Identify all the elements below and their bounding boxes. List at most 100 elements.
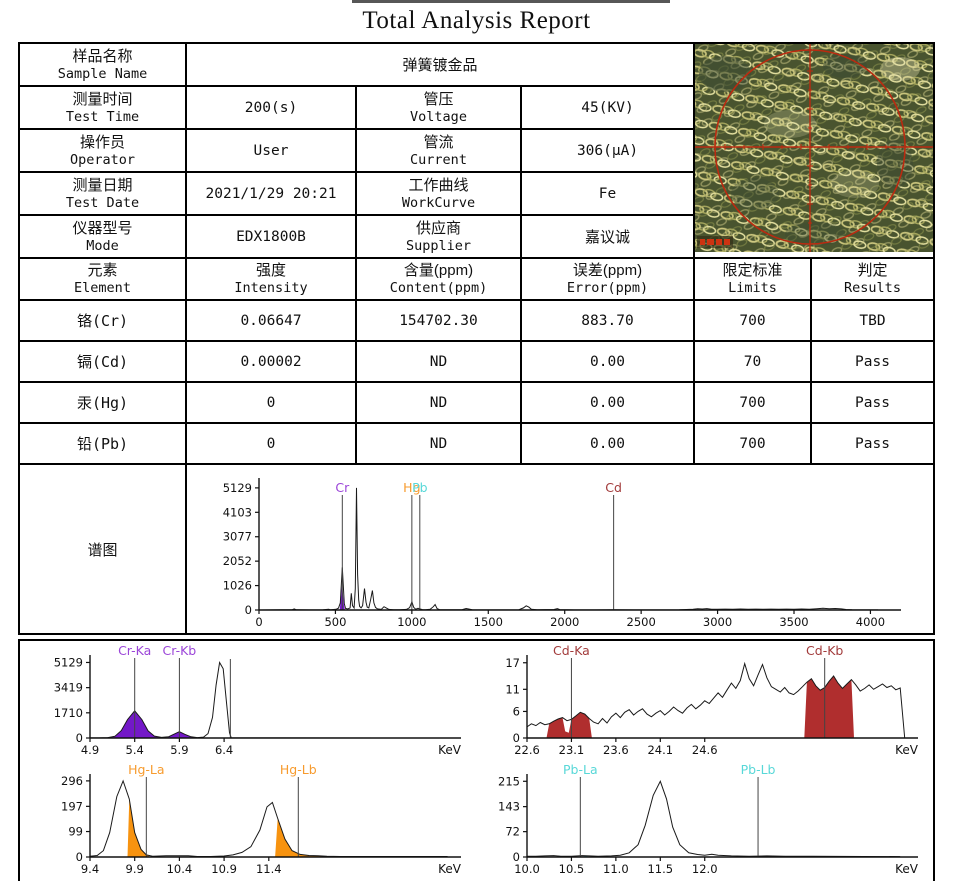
limit-value: 70 (693, 340, 812, 383)
instrument-model-value: EDX1800B (185, 214, 357, 259)
svg-text:Cd-Ka: Cd-Ka (553, 643, 590, 658)
svg-text:4000: 4000 (856, 615, 885, 629)
svg-text:0: 0 (76, 731, 83, 745)
supplier-label: 供应商 Supplier (355, 214, 522, 259)
svg-text:197: 197 (61, 799, 83, 813)
operator-value: User (185, 128, 357, 173)
intensity-value: 0 (185, 381, 357, 424)
svg-text:5.4: 5.4 (126, 743, 144, 757)
test-date-value: 2021/1/29 20:21 (185, 171, 357, 216)
svg-text:12.0: 12.0 (691, 862, 717, 876)
error-value: 0.00 (520, 422, 695, 465)
table-row-hg: 汞(Hg) 0 ND 0.00 700 Pass (18, 381, 935, 424)
result-badge: Pass (810, 381, 935, 424)
svg-text:1026: 1026 (223, 579, 252, 593)
cr-detail-chart: Cr-Ka Cr-Kb 0 1710 3419 5129 4.9 5.4 5.9 6.4 KeV (54, 643, 462, 757)
svg-text:1710: 1710 (54, 706, 83, 720)
col-header-limits: 限定标准 Limits (693, 257, 812, 301)
spectrum-label: 谱图 (18, 463, 187, 635)
col-header-element: 元素 Element (18, 257, 187, 301)
result-badge: Pass (810, 340, 935, 383)
svg-text:500: 500 (324, 615, 346, 629)
error-value: 883.70 (520, 299, 695, 342)
limit-value: 700 (693, 422, 812, 465)
svg-text:11: 11 (505, 682, 520, 696)
svg-text:Hg-La: Hg-La (128, 762, 164, 777)
svg-text:9.9: 9.9 (126, 862, 144, 876)
svg-text:296: 296 (61, 774, 83, 788)
element-name: 铅(Pb) (18, 422, 187, 465)
svg-text:KeV: KeV (438, 862, 462, 876)
intensity-value: 0 (185, 422, 357, 465)
table-row-pb: 铅(Pb) 0 ND 0.00 700 Pass (18, 422, 935, 465)
svg-text:0: 0 (245, 603, 252, 617)
svg-text:3000: 3000 (703, 615, 732, 629)
result-badge: TBD (810, 299, 935, 342)
svg-text:72: 72 (505, 825, 520, 839)
svg-text:Cd: Cd (605, 480, 622, 495)
svg-text:5129: 5129 (223, 481, 252, 495)
svg-text:6: 6 (512, 704, 519, 718)
svg-text:10.5: 10.5 (558, 862, 584, 876)
svg-text:99: 99 (68, 825, 83, 839)
instrument-model-label: 仪器型号 Mode (18, 214, 187, 259)
svg-text:9.4: 9.4 (81, 862, 99, 876)
workcurve-label: 工作曲线 WorkCurve (355, 171, 522, 216)
col-header-results: 判定 Results (810, 257, 935, 301)
svg-text:11.0: 11.0 (603, 862, 629, 876)
col-header-content: 含量(ppm) Content(ppm) (355, 257, 522, 301)
error-value: 0.00 (520, 381, 695, 424)
svg-text:24.1: 24.1 (647, 743, 673, 757)
test-time-value: 200(s) (185, 85, 357, 130)
svg-text:Hg: Hg (403, 480, 420, 495)
svg-text:17: 17 (505, 656, 520, 670)
top-crop-artifact (352, 0, 670, 3)
svg-text:11.5: 11.5 (647, 862, 673, 876)
col-header-intensity: 强度 Intensity (185, 257, 357, 301)
sample-name-value: 弹簧镀金品 (185, 42, 695, 87)
pb-detail-chart: Pb-La Pb-Lb 0 72 143 215 10.0 10.5 11.0 11.5 12.0 K… (498, 762, 919, 876)
result-badge: Pass (810, 422, 935, 465)
svg-text:10.9: 10.9 (211, 862, 237, 876)
voltage-value: 45(KV) (520, 85, 695, 130)
cd-detail-chart: Cd-Ka Cd-Kb 0 6 11 17 22.6 23.1 23.6 24.1 24.6 KeV (505, 643, 919, 757)
svg-text:3077: 3077 (223, 530, 252, 544)
reticle-icon (696, 45, 932, 252)
svg-text:5129: 5129 (54, 655, 83, 669)
svg-text:6.4: 6.4 (215, 743, 233, 757)
analysis-report-table: 样品名称 Sample Name 弹簧镀金品 (18, 42, 935, 635)
svg-text:KeV: KeV (895, 743, 919, 757)
svg-text:0: 0 (255, 615, 262, 629)
col-header-error: 误差(ppm) Error(ppm) (520, 257, 695, 301)
operator-label: 操作员 Operator (18, 128, 187, 173)
svg-text:Cr-Kb: Cr-Kb (163, 643, 197, 658)
svg-text:23.1: 23.1 (558, 743, 584, 757)
content-value: ND (355, 340, 522, 383)
svg-text:10.4: 10.4 (167, 862, 193, 876)
svg-text:24.6: 24.6 (691, 743, 717, 757)
limit-value: 700 (693, 299, 812, 342)
content-value: 154702.30 (355, 299, 522, 342)
sample-name-label: 样品名称 Sample Name (18, 42, 187, 87)
svg-text:10.0: 10.0 (514, 862, 540, 876)
element-name: 镉(Cd) (18, 340, 187, 383)
svg-text:Pb: Pb (412, 480, 428, 495)
svg-text:Cr: Cr (335, 480, 350, 495)
svg-text:2500: 2500 (627, 615, 656, 629)
svg-text:0: 0 (76, 850, 83, 864)
svg-text:11.4: 11.4 (256, 862, 282, 876)
supplier-value: 嘉议诚 (520, 214, 695, 259)
intensity-value: 0.00002 (185, 340, 357, 383)
table-row-cd: 镉(Cd) 0.00002 ND 0.00 70 Pass (18, 340, 935, 383)
test-date-label: 测量日期 Test Date (18, 171, 187, 216)
svg-text:Pb-Lb: Pb-Lb (740, 762, 775, 777)
svg-text:4.9: 4.9 (81, 743, 99, 757)
hg-detail-chart: Hg-La Hg-Lb 0 99 197 296 9.4 9.9 10.4 10.9 11.4 KeV (61, 762, 462, 876)
sample-photo (693, 42, 935, 259)
svg-text:2052: 2052 (223, 554, 252, 568)
svg-text:Pb-La: Pb-La (563, 762, 598, 777)
content-value: ND (355, 381, 522, 424)
svg-text:1000: 1000 (397, 615, 426, 629)
svg-text:215: 215 (498, 774, 520, 788)
